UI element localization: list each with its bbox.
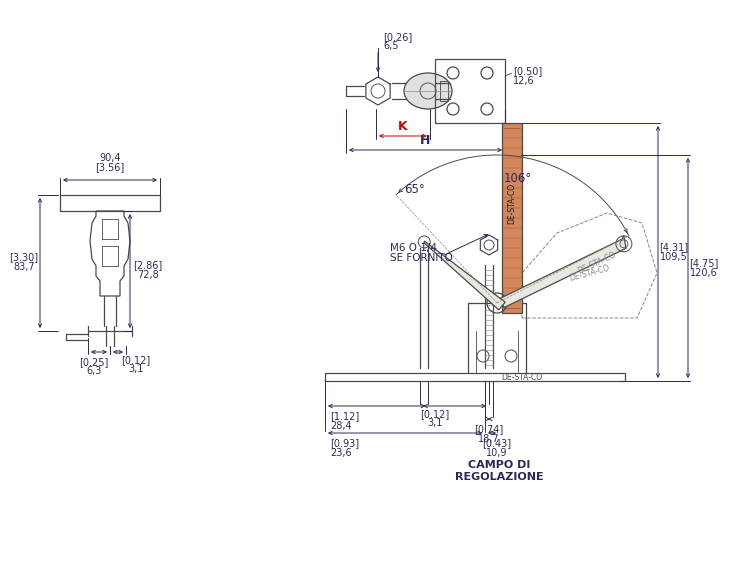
Text: DE-STA-CO: DE-STA-CO	[577, 250, 618, 276]
Text: DE-STA-CO: DE-STA-CO	[501, 372, 542, 381]
Text: [4.31]: [4.31]	[660, 242, 689, 252]
Text: [0.93]: [0.93]	[330, 438, 359, 448]
Text: [3.56]: [3.56]	[96, 162, 125, 172]
Bar	[60, 195, 160, 211]
Text: H: H	[421, 135, 431, 148]
Text: 12,6: 12,6	[513, 76, 535, 86]
Polygon shape	[500, 236, 626, 307]
Text: [0.50]: [0.50]	[513, 66, 542, 76]
Text: 6,3: 6,3	[87, 366, 102, 376]
Text: [0.25]: [0.25]	[79, 357, 108, 367]
Text: [0.26]: [0.26]	[383, 32, 412, 42]
Text: SE FORNITO: SE FORNITO	[390, 253, 453, 263]
Text: [3.30]: [3.30]	[10, 252, 39, 262]
Text: [2.86]: [2.86]	[134, 260, 163, 270]
Text: 23,6: 23,6	[330, 448, 352, 458]
Bar	[502, 123, 522, 313]
Text: 65°: 65°	[403, 183, 424, 196]
Text: CAMPO DI: CAMPO DI	[468, 460, 530, 470]
Text: 6,5: 6,5	[383, 41, 398, 51]
Text: REGOLAZIONE: REGOLAZIONE	[455, 472, 543, 482]
Text: 83,7: 83,7	[13, 262, 35, 272]
Text: K: K	[398, 121, 408, 134]
Text: 109,5: 109,5	[660, 252, 688, 262]
Text: [4.75]: [4.75]	[689, 258, 719, 268]
Bar	[435, 59, 505, 123]
Bar	[440, 81, 448, 101]
Text: 90,4: 90,4	[99, 153, 121, 163]
Text: M6 O 1/4: M6 O 1/4	[390, 243, 437, 253]
Text: [1.12]: [1.12]	[330, 411, 359, 421]
Text: [0.12]: [0.12]	[121, 355, 151, 365]
Text: 72,8: 72,8	[137, 270, 159, 280]
Polygon shape	[424, 241, 505, 310]
Text: [0.74]: [0.74]	[474, 424, 503, 434]
Text: 18,7: 18,7	[478, 434, 500, 444]
Text: 10,9: 10,9	[486, 448, 508, 458]
Text: [0.43]: [0.43]	[483, 438, 512, 448]
Text: DE-STA-CO: DE-STA-CO	[507, 182, 516, 224]
Text: 120,6: 120,6	[690, 268, 718, 278]
Text: 106°: 106°	[503, 172, 532, 185]
Ellipse shape	[404, 73, 452, 109]
Text: DE-STA-CO: DE-STA-CO	[568, 264, 610, 283]
Text: 3,1: 3,1	[427, 418, 443, 428]
Text: 3,1: 3,1	[128, 364, 143, 374]
Text: 28,4: 28,4	[330, 421, 352, 431]
Text: [0.12]: [0.12]	[421, 409, 450, 419]
